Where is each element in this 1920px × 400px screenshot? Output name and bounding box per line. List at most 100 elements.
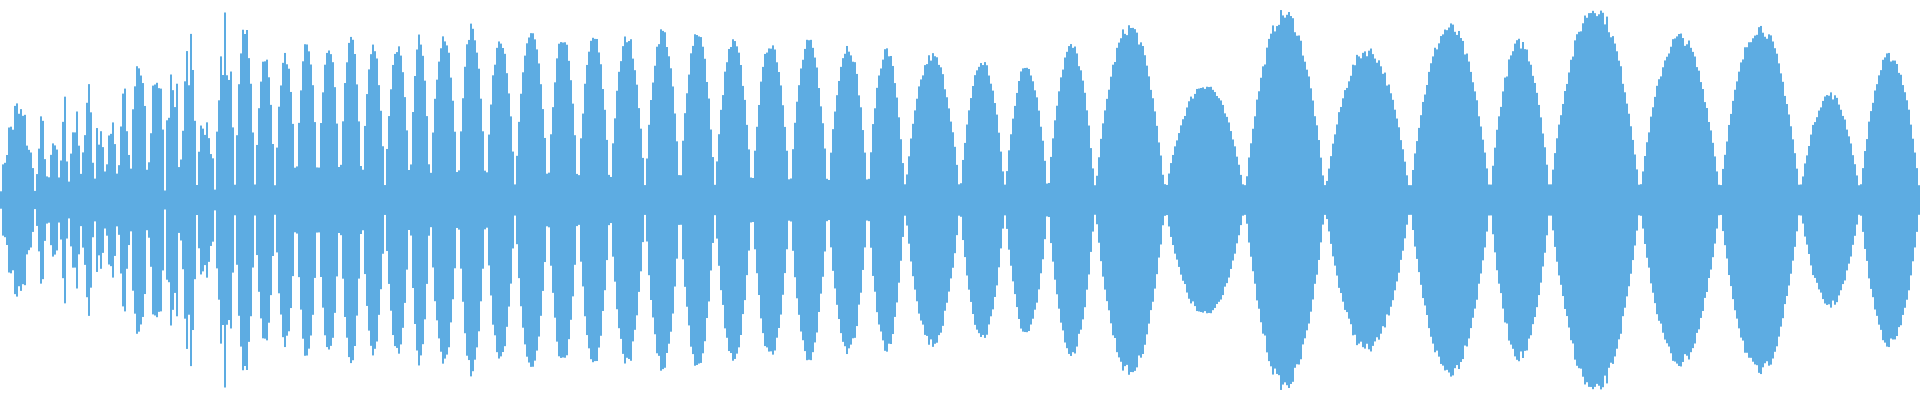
waveform-sample-bar: [1630, 126, 1632, 274]
waveform-sample-bar: [50, 154, 52, 246]
waveform-sample-bar: [1044, 160, 1046, 240]
waveform-sample-bar: [156, 82, 158, 318]
waveform-sample-bar: [1606, 16, 1608, 384]
waveform-sample-bar: [758, 104, 760, 296]
waveform-sample-bar: [1102, 123, 1104, 277]
waveform-sample-bar: [616, 90, 618, 310]
waveform-sample-bar: [738, 52, 740, 348]
waveform-sample-bar: [178, 167, 180, 233]
waveform-sample-bar: [822, 123, 824, 277]
waveform-sample-bar: [746, 124, 748, 276]
waveform-sample-bar: [1030, 75, 1032, 325]
waveform-sample-bar: [1898, 72, 1900, 328]
waveform-sample-bar: [1820, 107, 1822, 293]
waveform-sample-bar: [1150, 89, 1152, 311]
waveform-sample-bar: [854, 62, 856, 338]
waveform-sample-bar: [80, 173, 82, 227]
waveform-sample-bar: [1448, 27, 1450, 373]
waveform-sample-bar: [1226, 116, 1228, 284]
waveform-sample-bar: [1034, 90, 1036, 310]
waveform-sample-bar: [684, 113, 686, 287]
waveform-sample-bar: [310, 64, 312, 336]
waveform-sample-bar: [116, 173, 118, 227]
waveform-sample-bar: [14, 105, 16, 295]
waveform-sample-bar: [336, 123, 338, 277]
waveform-sample-bar: [1906, 100, 1908, 300]
waveform-sample-bar: [870, 152, 872, 248]
waveform-sample-bar: [322, 92, 324, 308]
waveform-sample-bar: [710, 129, 712, 271]
waveform-sample-bar: [2, 164, 4, 236]
waveform-sample-bar: [1748, 42, 1750, 358]
waveform-sample-bar: [402, 72, 404, 328]
waveform-sample-bar: [94, 178, 96, 222]
waveform-sample-bar: [1620, 66, 1622, 334]
waveform-sample-bar: [1498, 116, 1500, 284]
waveform-sample-bar: [1564, 91, 1566, 309]
waveform-sample-bar: [1730, 113, 1732, 287]
waveform-sample-bar: [902, 163, 904, 237]
waveform-sample-bar: [636, 84, 638, 316]
waveform-sample-bar: [470, 23, 472, 377]
waveform-sample-bar: [1480, 126, 1482, 274]
waveform-sample-bar: [1266, 47, 1268, 353]
waveform-sample-bar: [1626, 103, 1628, 297]
waveform-sample-bar: [736, 46, 738, 354]
waveform-sample-bar: [424, 80, 426, 320]
waveform-sample-bar: [1752, 38, 1754, 362]
waveform-sample-bar: [1868, 121, 1870, 279]
waveform-sample-bar: [606, 139, 608, 261]
waveform-sample-bar: [464, 66, 466, 334]
waveform-sample-bar: [1302, 55, 1304, 345]
waveform-sample-bar: [886, 48, 888, 352]
waveform-sample-bar: [314, 122, 316, 278]
waveform-sample-bar: [140, 75, 142, 325]
waveform-sample-bar: [472, 28, 474, 372]
waveform-sample-bar: [534, 39, 536, 361]
waveform-sample-bar: [1024, 67, 1026, 333]
waveform-sample-bar: [468, 39, 470, 361]
waveform-sample-bar: [118, 165, 120, 235]
waveform-sample-bar: [1010, 134, 1012, 266]
waveform-sample-bar: [442, 36, 444, 364]
waveform-sample-bar: [866, 179, 868, 221]
waveform-sample-bar: [1438, 43, 1440, 357]
waveform-sample-bar: [1456, 34, 1458, 366]
waveform-sample-bar: [1166, 184, 1168, 216]
waveform-sample-bar: [48, 177, 50, 223]
waveform-sample-bar: [1702, 89, 1704, 311]
waveform-sample-bar: [146, 169, 148, 231]
waveform-sample-bar: [1916, 168, 1918, 232]
waveform-sample-bar: [1852, 155, 1854, 245]
waveform-sample-bar: [874, 108, 876, 292]
waveform-sample-bar: [294, 167, 296, 233]
waveform-sample-bar: [10, 126, 12, 274]
waveform-sample-bar: [500, 43, 502, 357]
waveform-sample-bar: [718, 134, 720, 266]
waveform-sample-bar: [1002, 171, 1004, 229]
waveform-sample-bar: [912, 123, 914, 277]
waveform-sample-bar: [370, 54, 372, 346]
waveform-sample-bar: [1560, 115, 1562, 285]
waveform-sample-bar: [1800, 184, 1802, 216]
waveform-sample-bar: [124, 88, 126, 312]
waveform-sample-bar: [612, 143, 614, 257]
waveform-sample-bar: [144, 105, 146, 295]
waveform-sample-bar: [1436, 49, 1438, 351]
waveform-sample-bar: [492, 75, 494, 325]
waveform-sample-bar: [228, 79, 230, 321]
waveform-sample-bar: [1682, 38, 1684, 362]
waveform-sample-bar: [1022, 68, 1024, 332]
waveform-sample-bar: [632, 58, 634, 342]
waveform-sample-bar: [858, 95, 860, 305]
waveform-sample-bar: [692, 45, 694, 355]
waveform-sample-bar: [1640, 184, 1642, 216]
waveform-sample-bar: [422, 55, 424, 345]
waveform-sample-bar: [246, 30, 248, 370]
waveform-sample-bar: [1370, 48, 1372, 352]
waveform-sample-bar: [1782, 81, 1784, 319]
waveform-sample-bar: [1844, 119, 1846, 281]
waveform-sample-bar: [984, 62, 986, 338]
waveform-sample-bar: [130, 168, 132, 232]
waveform-sample-bar: [930, 60, 932, 340]
